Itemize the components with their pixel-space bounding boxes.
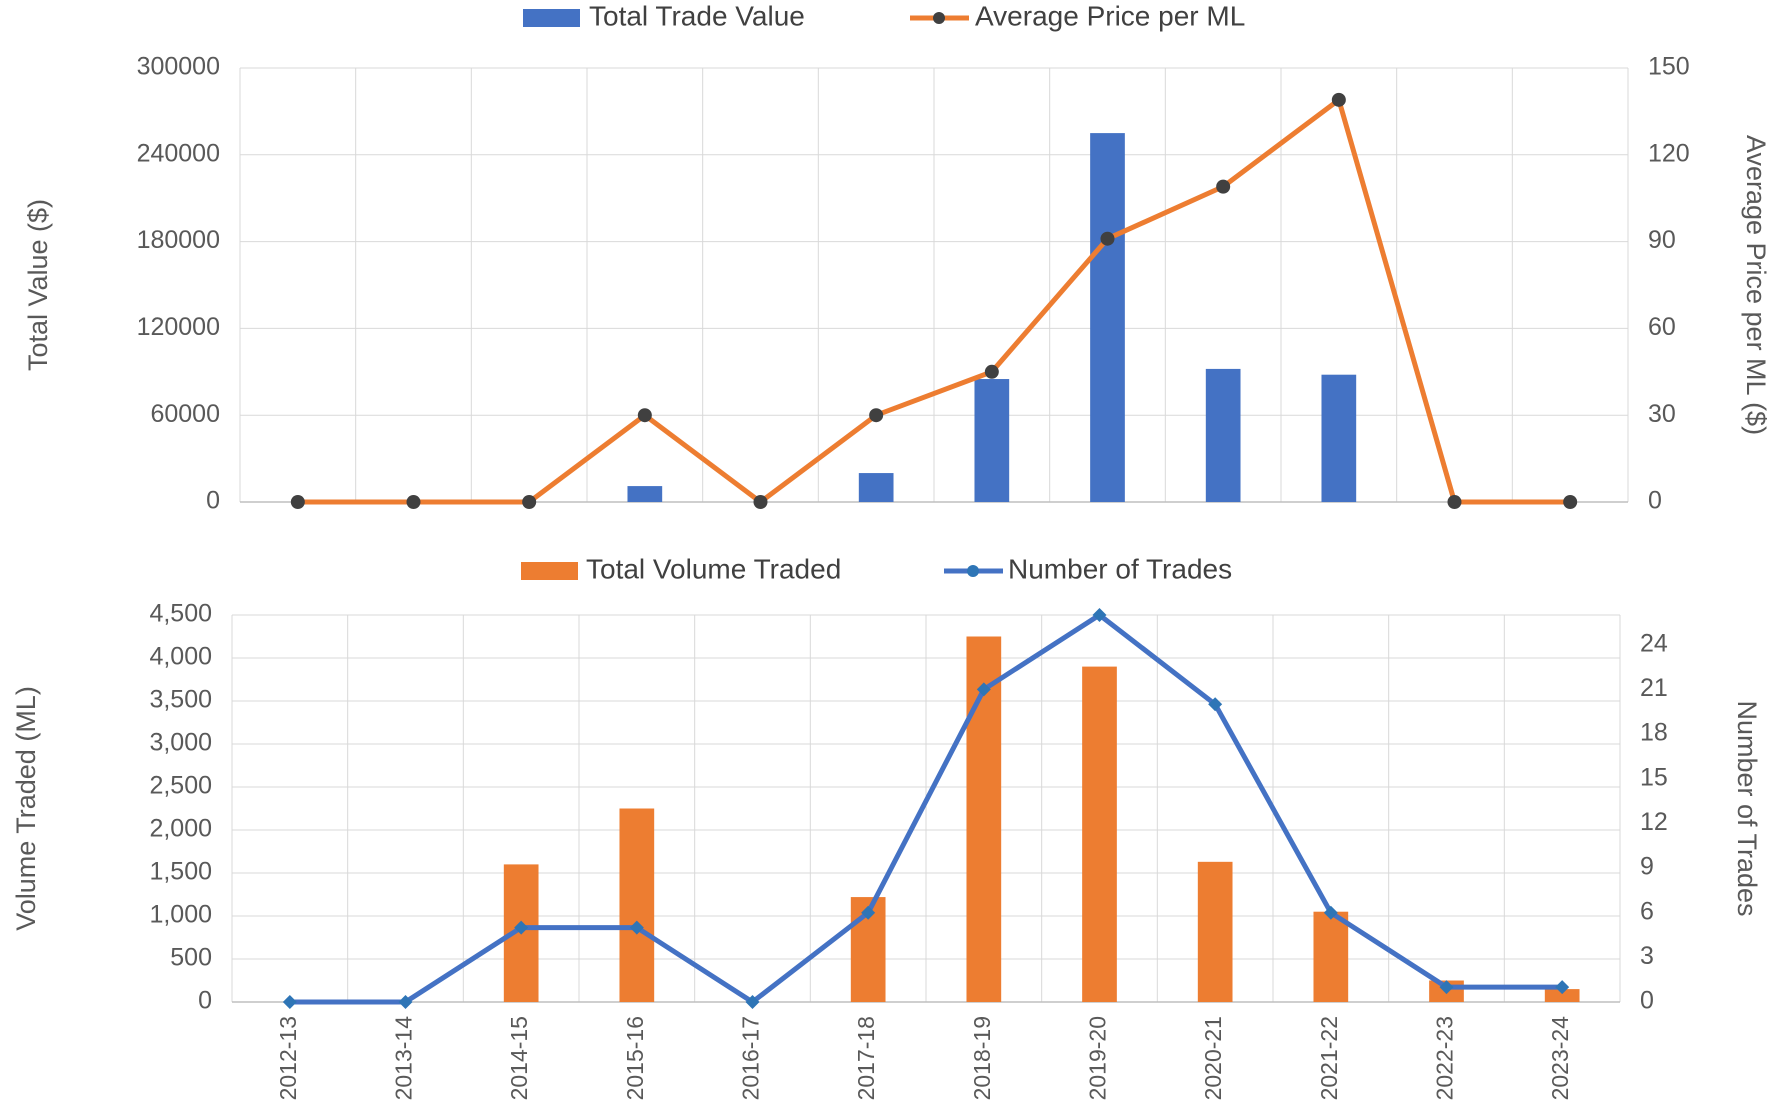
x-tick-label: 2015-16 [622, 1016, 648, 1100]
legend-label: Total Volume Traded [586, 553, 841, 584]
marker [1323, 905, 1338, 920]
marker [861, 905, 876, 920]
marker [637, 408, 652, 423]
y2-tick-label: 6 [1640, 897, 1654, 925]
y2-tick-label: 120 [1648, 139, 1690, 167]
y2-tick-label: 12 [1640, 808, 1668, 836]
y2-tick-label: 0 [1640, 987, 1654, 1015]
x-tick-label: 2012-13 [275, 1016, 301, 1100]
y2-tick-label: 3 [1640, 942, 1654, 970]
bar [1544, 989, 1580, 1002]
bar [1205, 368, 1241, 502]
y2-tick-label: 9 [1640, 853, 1654, 881]
bar [974, 379, 1010, 502]
x-tick-label: 2021-22 [1316, 1016, 1342, 1100]
bar [1090, 133, 1125, 502]
bar [619, 808, 655, 1002]
y-axis-title: Total Value ($) [23, 199, 53, 371]
y2-axis-title: Number of Trades [1732, 700, 1762, 916]
y2-tick-label: 0 [1648, 487, 1662, 515]
bar [1197, 861, 1233, 1002]
x-tick-label: 2014-15 [506, 1016, 532, 1100]
y2-tick-label: 150 [1648, 53, 1690, 81]
marker [1563, 495, 1578, 509]
legend-label: Total Trade Value [589, 0, 805, 31]
line [297, 97, 1571, 505]
y-tick-label: 2,000 [149, 815, 212, 843]
y-axis-title: Volume Traded (ML) [11, 686, 41, 931]
legend-swatch [523, 9, 580, 27]
legend-marker [933, 12, 945, 24]
y-tick-label: 4,500 [149, 600, 212, 628]
marker [976, 682, 991, 697]
marker [1208, 697, 1223, 712]
y-tick-label: 3,000 [149, 729, 212, 757]
legend-label: Number of Trades [1008, 553, 1232, 584]
x-tick-label: 2017-18 [853, 1016, 879, 1100]
x-tick-label: 2022-23 [1432, 1016, 1458, 1100]
y2-axis-title: Average Price per ML ($) [1741, 135, 1771, 435]
y2-tick-label: 18 [1640, 719, 1668, 747]
marker [522, 495, 537, 509]
marker [629, 920, 644, 935]
legend-swatch [521, 562, 578, 580]
y2-tick-label: 24 [1640, 629, 1668, 657]
bar [627, 486, 663, 502]
x-tick-label: 2019-20 [1085, 1016, 1111, 1100]
marker [1439, 980, 1454, 995]
y-tick-label: 1,500 [149, 858, 212, 886]
y-tick-label: 240000 [137, 139, 220, 167]
y2-tick-label: 21 [1640, 674, 1668, 702]
y2-tick-label: 90 [1648, 226, 1676, 254]
marker [282, 995, 297, 1009]
bar [1082, 666, 1117, 1002]
y2-tick-label: 15 [1640, 763, 1668, 791]
bar [1321, 374, 1357, 502]
marker [869, 408, 884, 423]
y-tick-label: 0 [206, 487, 220, 515]
y-tick-label: 3,500 [149, 686, 212, 714]
marker [1092, 608, 1107, 622]
y-tick-label: 300000 [137, 53, 220, 81]
line [289, 612, 1563, 1005]
marker [398, 995, 413, 1009]
y-tick-label: 180000 [137, 226, 220, 254]
marker [753, 495, 768, 509]
marker [1100, 231, 1115, 246]
x-tick-label: 2018-19 [969, 1016, 995, 1100]
x-tick-label: 2020-21 [1200, 1016, 1226, 1100]
y-tick-label: 0 [198, 987, 212, 1015]
y-tick-label: 1,000 [149, 901, 212, 929]
x-tick-label: 2023-24 [1547, 1016, 1573, 1101]
marker [984, 364, 999, 379]
bar [1313, 911, 1349, 1002]
x-tick-label: 2016-17 [738, 1016, 764, 1100]
y-tick-label: 500 [170, 944, 212, 972]
marker [1216, 179, 1231, 194]
legend-label: Average Price per ML [975, 0, 1245, 31]
y-tick-label: 2,500 [149, 772, 212, 800]
legend-marker [967, 565, 979, 577]
marker [406, 495, 421, 509]
y-tick-label: 120000 [137, 313, 220, 341]
x-tick-label: 2013-14 [391, 1016, 417, 1101]
marker [1447, 495, 1462, 509]
y-tick-label: 4,000 [149, 643, 212, 671]
marker [1331, 92, 1346, 107]
marker [1555, 980, 1570, 995]
y2-tick-label: 30 [1648, 400, 1676, 428]
bar [966, 636, 1002, 1002]
bar [858, 473, 894, 502]
y2-tick-label: 60 [1648, 313, 1676, 341]
y-tick-label: 60000 [150, 400, 220, 428]
marker [290, 495, 305, 509]
marker [514, 920, 529, 935]
marker [745, 995, 760, 1009]
